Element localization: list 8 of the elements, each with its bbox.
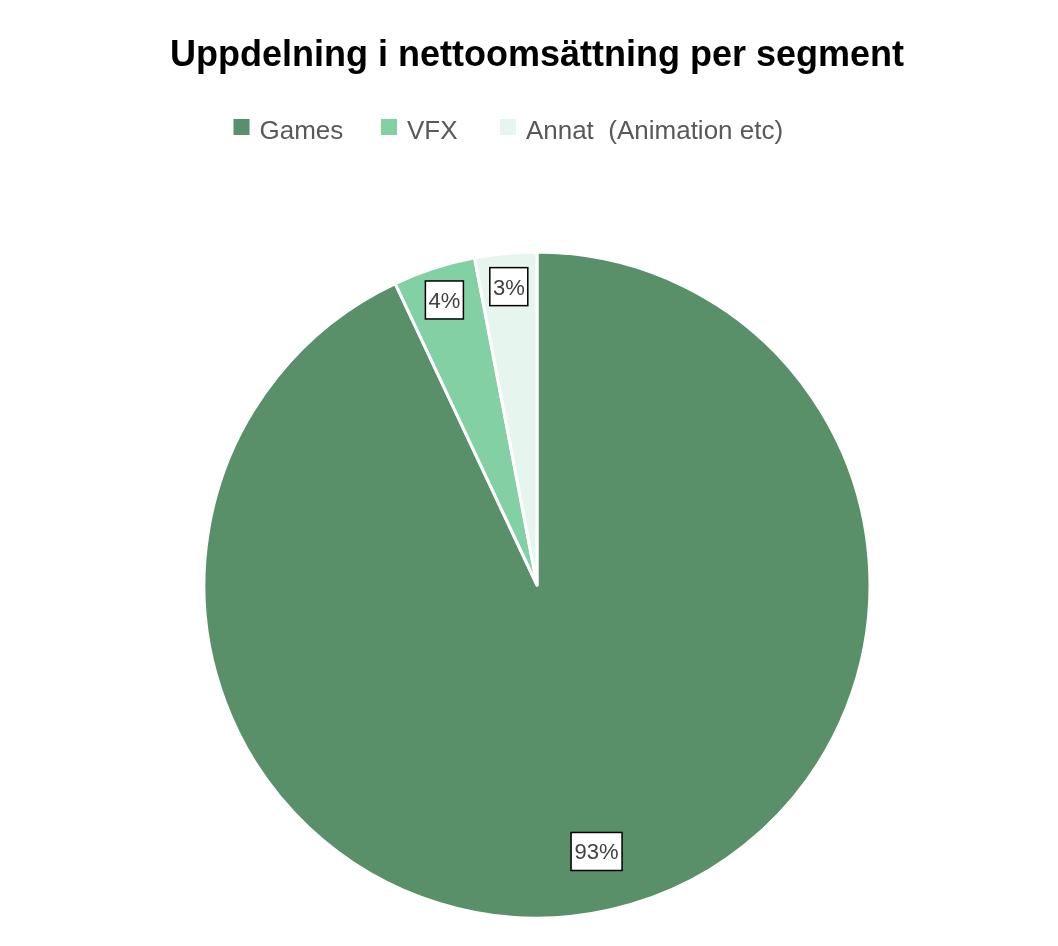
data-label: 3%	[492, 274, 525, 300]
pie-slice	[202, 250, 872, 920]
data-label: 4%	[428, 287, 461, 313]
legend-label: Annat (Animation etc)	[525, 115, 784, 145]
legend-label: VFX	[407, 115, 458, 145]
legend-label: Games	[259, 115, 344, 145]
chart-title: Uppdelning i nettoomsättning per segment	[169, 33, 905, 74]
data-label: 93%	[574, 839, 619, 865]
